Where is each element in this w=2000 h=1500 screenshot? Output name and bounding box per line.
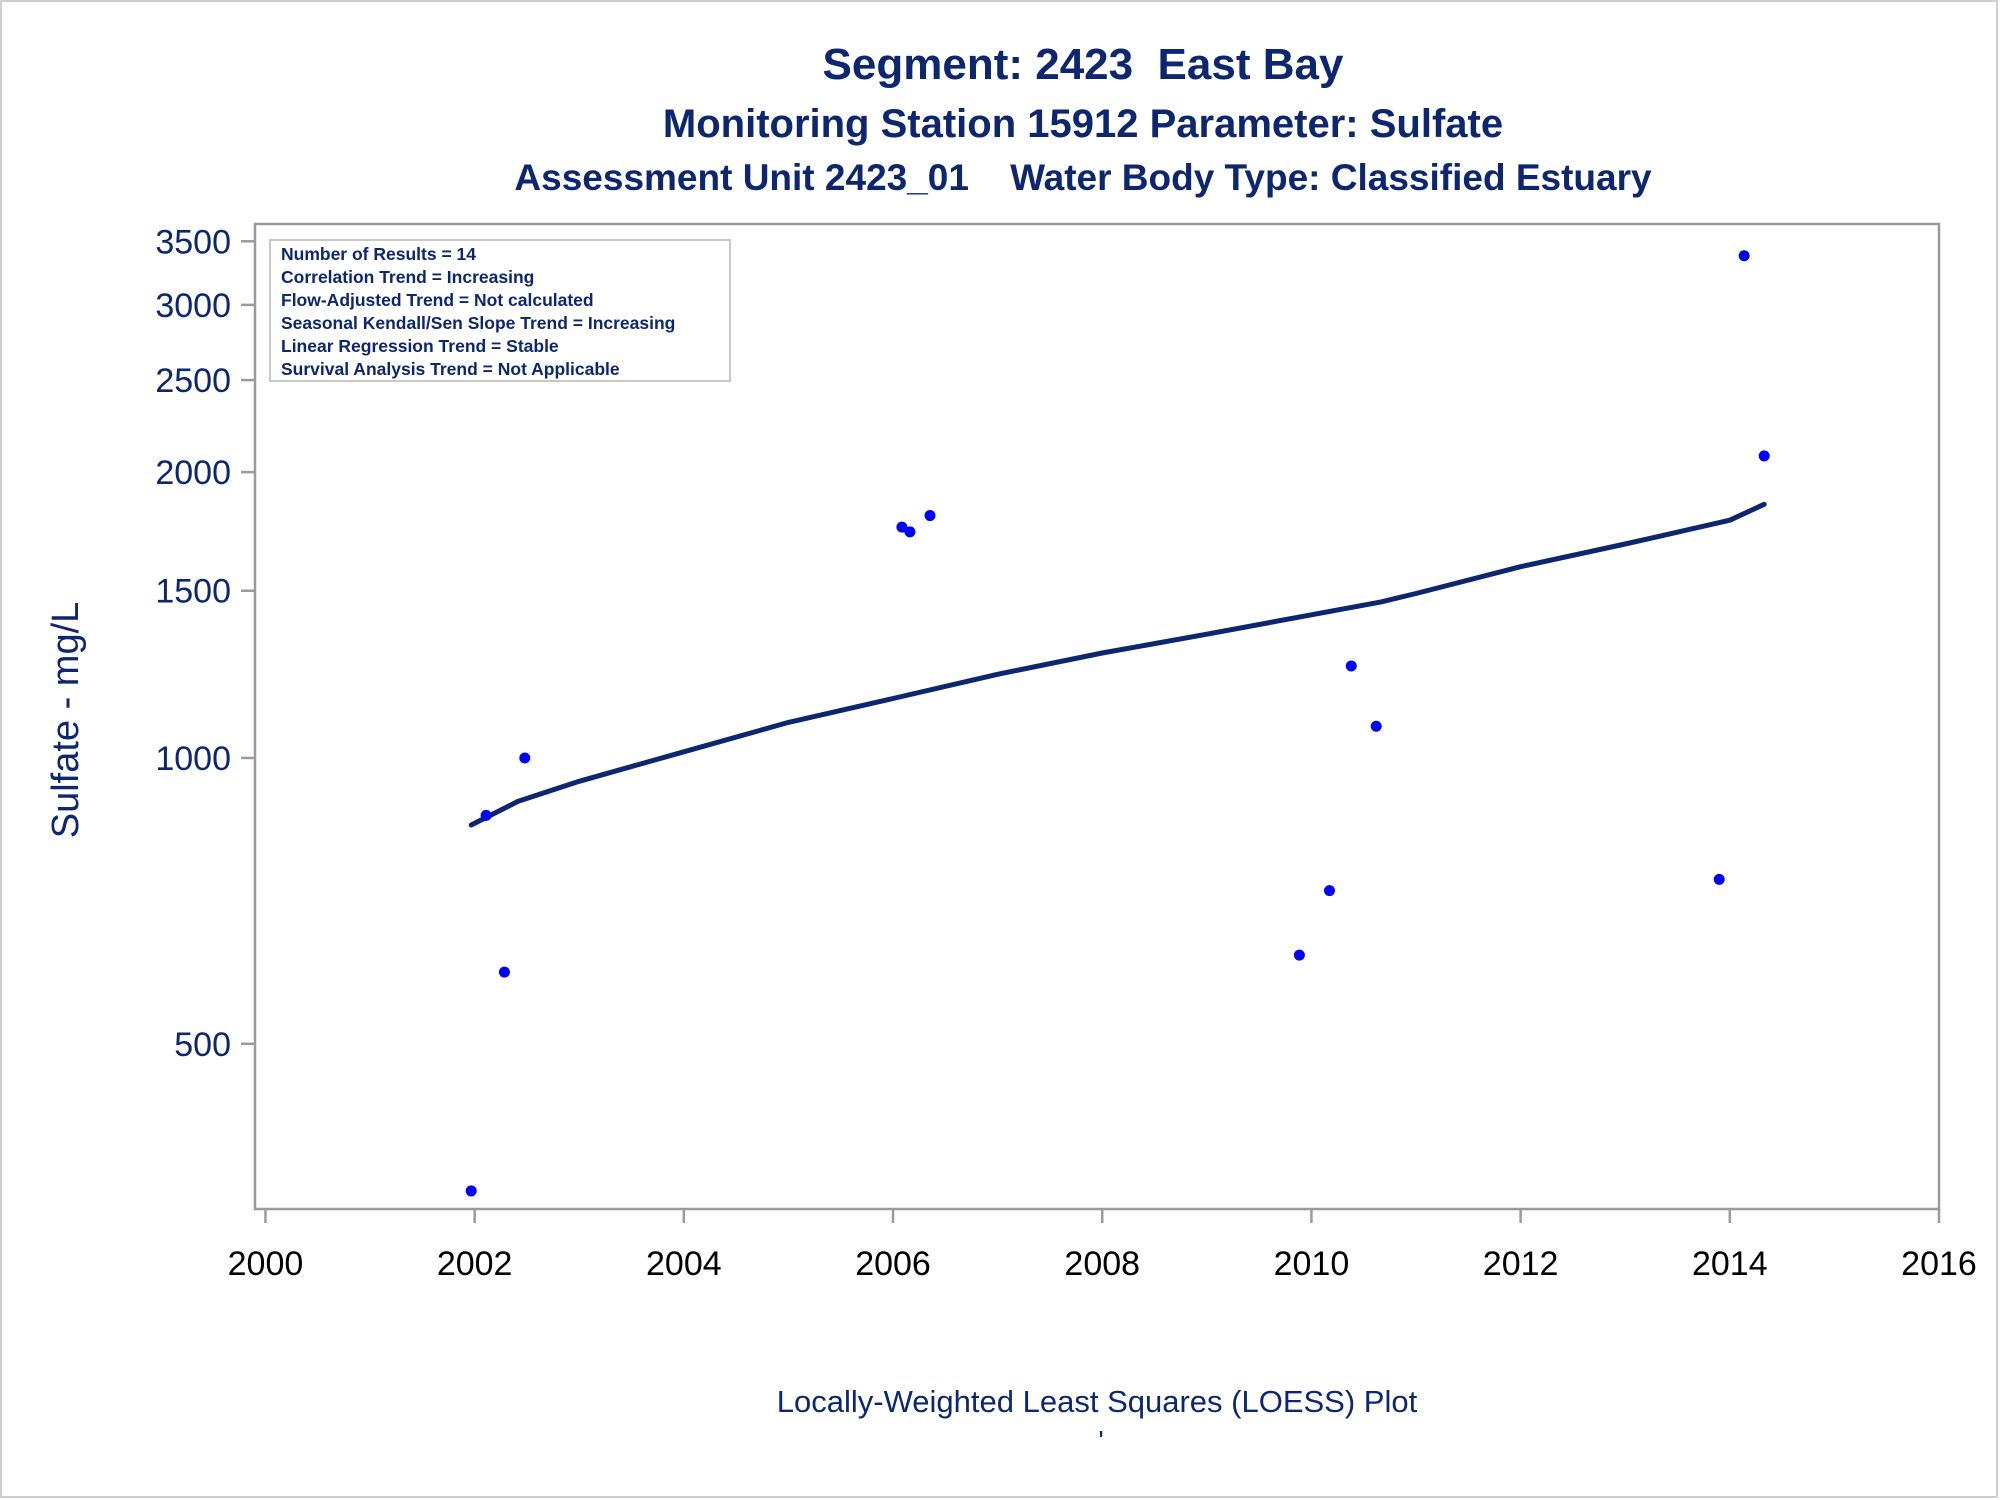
x-tick-label: 2004 — [646, 1245, 722, 1283]
data-point — [1370, 720, 1382, 732]
footnote: Locally-Weighted Least Squares (LOESS) P… — [777, 1384, 1418, 1419]
data-point — [498, 966, 510, 978]
info-box: Number of Results = 14 Correlation Trend … — [269, 239, 731, 382]
plot-area — [253, 222, 1941, 1211]
data-point — [1713, 873, 1725, 885]
data-point — [519, 752, 531, 764]
data-point — [1323, 885, 1335, 897]
x-tick-label: 2006 — [855, 1245, 931, 1283]
data-point — [1293, 949, 1305, 961]
info-box-border — [269, 239, 731, 382]
data-point — [1758, 450, 1770, 462]
info-box-line: Linear Regression Trend = Stable — [281, 336, 559, 356]
chart-subtitle: Monitoring Station 15912 Parameter: Sulf… — [663, 102, 1503, 146]
x-axis: 2000 2002 2004 2006 2008 2010 2012 2014 2016 — [228, 1209, 1977, 1283]
info-box-lines: Number of Results = 14 Correlation Trend … — [281, 244, 675, 379]
x-tick-label: 2000 — [228, 1245, 304, 1283]
y-axis-label: Sulfate - mg/L — [45, 602, 87, 839]
loess-curve — [468, 501, 1767, 828]
y-tick-label: 500 — [174, 1026, 231, 1064]
chart-title: Segment: 2423 East Bay — [823, 40, 1344, 89]
chart-subtitle-2: Assessment Unit 2423_01 Water Body Type:… — [514, 157, 1652, 198]
data-point — [480, 809, 492, 821]
y-tick-label: 2000 — [155, 454, 231, 492]
x-tick-label: 2014 — [1692, 1245, 1768, 1283]
info-box-line: Correlation Trend = Increasing — [281, 267, 534, 287]
data-point — [1738, 250, 1750, 262]
data-point — [904, 526, 916, 538]
x-tick-label: 2008 — [1064, 1245, 1140, 1283]
data-point — [1345, 660, 1357, 672]
info-box-line: Seasonal Kendall/Sen Slope Trend = Incre… — [281, 313, 675, 333]
y-tick-label: 1500 — [155, 573, 231, 611]
info-box-line: Number of Results = 14 — [281, 244, 476, 264]
x-tick-label: 2002 — [437, 1245, 513, 1283]
x-tick-label: 2012 — [1483, 1245, 1559, 1283]
loess-line — [468, 501, 1767, 828]
footnote-mark: ' — [1098, 1425, 1103, 1456]
info-box-line: Flow-Adjusted Trend = Not calculated — [281, 290, 594, 310]
y-axis: 500 1000 1500 2000 2500 3000 3500 — [155, 223, 255, 1064]
x-tick-label: 2016 — [1901, 1245, 1977, 1283]
y-tick-label: 3500 — [155, 223, 231, 261]
y-tick-label: 3000 — [155, 287, 231, 325]
data-point — [924, 510, 936, 522]
data-points — [465, 250, 1770, 1197]
y-tick-label: 2500 — [155, 362, 231, 400]
info-box-line: Survival Analysis Trend = Not Applicable — [281, 359, 620, 379]
data-point — [896, 521, 908, 533]
data-point — [465, 1185, 477, 1197]
x-tick-label: 2010 — [1274, 1245, 1350, 1283]
y-tick-label: 1000 — [155, 740, 231, 778]
